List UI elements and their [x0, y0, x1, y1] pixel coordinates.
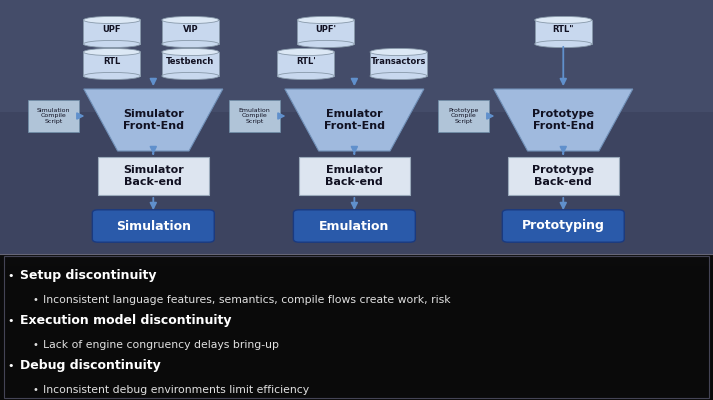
Ellipse shape	[535, 16, 592, 24]
Ellipse shape	[162, 72, 219, 80]
Text: RTL: RTL	[103, 58, 120, 66]
Bar	[0, 256, 713, 258]
Bar	[0, 262, 713, 264]
Bar	[535, 20, 592, 44]
Bar	[277, 52, 334, 76]
Bar	[0, 265, 713, 266]
Text: Emulation: Emulation	[319, 220, 389, 232]
Ellipse shape	[370, 48, 427, 56]
Ellipse shape	[83, 40, 140, 48]
Bar	[0, 261, 713, 262]
Text: Inconsistent debug environments limit efficiency: Inconsistent debug environments limit ef…	[43, 385, 309, 394]
Bar	[0, 260, 713, 261]
Text: Simulator
Front-End: Simulator Front-End	[123, 109, 184, 131]
Text: VIP: VIP	[183, 26, 198, 34]
Bar	[0, 255, 713, 256]
FancyBboxPatch shape	[93, 210, 214, 242]
Text: UPF: UPF	[103, 26, 121, 34]
Bar	[0, 258, 713, 259]
Bar	[0, 254, 713, 400]
Text: Lack of engine congruency delays bring-up: Lack of engine congruency delays bring-u…	[43, 340, 279, 350]
Text: •: •	[7, 271, 14, 281]
Ellipse shape	[162, 48, 219, 56]
Text: RTL": RTL"	[553, 26, 574, 34]
Bar	[83, 20, 140, 44]
FancyBboxPatch shape	[508, 157, 619, 195]
Text: Prototyping: Prototyping	[522, 220, 605, 232]
Bar	[0, 254, 713, 255]
Bar	[370, 52, 427, 76]
Text: Prototype
Back-end: Prototype Back-end	[533, 165, 594, 187]
Bar	[0, 268, 713, 270]
Ellipse shape	[83, 72, 140, 80]
Ellipse shape	[297, 16, 354, 24]
Bar	[0, 276, 713, 277]
Bar	[0, 274, 713, 276]
Polygon shape	[284, 89, 424, 151]
Text: •: •	[7, 361, 14, 370]
Bar	[0, 0, 713, 112]
Bar	[0, 259, 713, 260]
Text: Transactors: Transactors	[371, 58, 426, 66]
Text: Debug discontinuity: Debug discontinuity	[20, 359, 160, 372]
Text: Prototype
Compile
Script: Prototype Compile Script	[448, 108, 478, 124]
Bar	[0, 271, 713, 272]
Ellipse shape	[83, 48, 140, 56]
Text: Emulator
Front-End: Emulator Front-End	[324, 109, 385, 131]
FancyBboxPatch shape	[502, 210, 625, 242]
Text: Simulation: Simulation	[116, 220, 191, 232]
Text: Prototype
Front-End: Prototype Front-End	[533, 109, 594, 131]
Text: Inconsistent language features, semantics, compile flows create work, risk: Inconsistent language features, semantic…	[43, 295, 451, 305]
Ellipse shape	[277, 72, 334, 80]
FancyBboxPatch shape	[98, 157, 208, 195]
Ellipse shape	[162, 40, 219, 48]
Bar	[0, 270, 713, 271]
Ellipse shape	[370, 72, 427, 80]
Bar	[0, 253, 713, 254]
Text: •: •	[32, 295, 38, 305]
Bar	[0, 272, 713, 273]
Text: •: •	[32, 340, 38, 350]
Text: •: •	[32, 385, 38, 394]
Bar	[162, 20, 219, 44]
Text: Emulation
Compile
Script: Emulation Compile Script	[239, 108, 270, 124]
FancyBboxPatch shape	[299, 157, 409, 195]
Bar	[0, 267, 713, 268]
FancyBboxPatch shape	[294, 210, 415, 242]
Ellipse shape	[277, 48, 334, 56]
Text: Setup discontinuity: Setup discontinuity	[20, 270, 156, 282]
Bar	[0, 273, 713, 274]
FancyBboxPatch shape	[28, 100, 78, 132]
FancyBboxPatch shape	[438, 100, 489, 132]
Bar	[0, 0, 713, 254]
Bar	[0, 266, 713, 267]
Bar	[4, 256, 709, 398]
Ellipse shape	[297, 40, 354, 48]
Bar	[297, 20, 354, 44]
Bar	[162, 52, 219, 76]
Text: •: •	[7, 316, 14, 326]
FancyBboxPatch shape	[230, 100, 279, 132]
Bar	[83, 52, 140, 76]
Polygon shape	[493, 89, 633, 151]
Text: Simulation
Compile
Script: Simulation Compile Script	[37, 108, 70, 124]
Text: Execution model discontinuity: Execution model discontinuity	[20, 314, 232, 327]
Ellipse shape	[83, 16, 140, 24]
Text: Testbench: Testbench	[166, 58, 215, 66]
Ellipse shape	[535, 40, 592, 48]
Polygon shape	[83, 89, 222, 151]
Text: RTL': RTL'	[296, 58, 316, 66]
Text: UPF': UPF'	[315, 26, 337, 34]
Text: Emulator
Back-end: Emulator Back-end	[326, 165, 383, 187]
Ellipse shape	[162, 16, 219, 24]
Text: Simulator
Back-end: Simulator Back-end	[123, 165, 184, 187]
Bar	[0, 264, 713, 265]
